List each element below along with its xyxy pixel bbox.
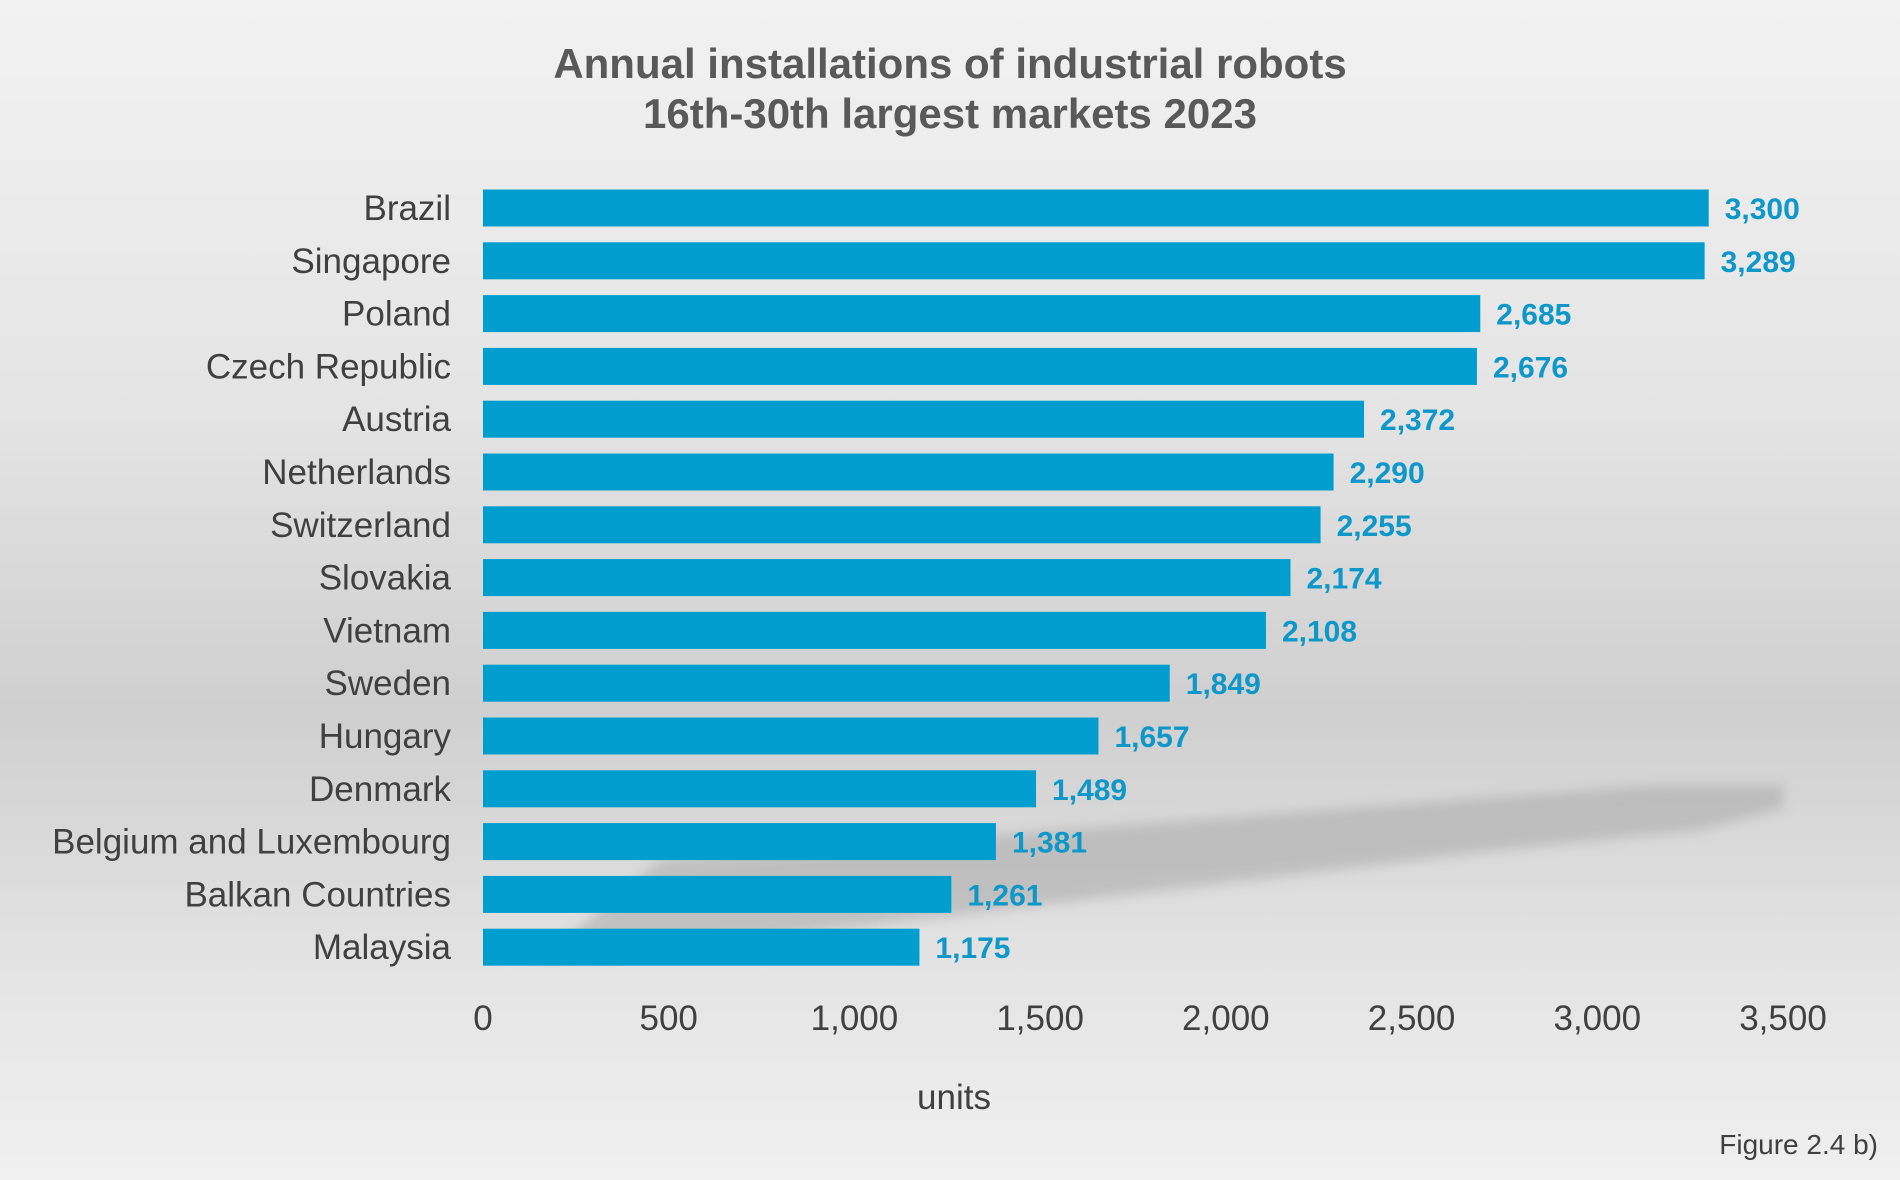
category-label-vietnam: Vietnam	[323, 611, 451, 650]
bar-balkan-countries	[483, 875, 952, 913]
category-label-singapore: Singapore	[291, 242, 451, 281]
x-tick-label-1500: 1,500	[996, 999, 1084, 1038]
value-label-belgium-and-luxembourg: 1,381	[1012, 827, 1087, 860]
value-label-switzerland: 2,255	[1337, 510, 1412, 543]
category-label-balkan-countries: Balkan Countries	[184, 875, 451, 914]
value-label-malaysia: 1,175	[935, 932, 1010, 965]
bar-vietnam	[483, 611, 1266, 649]
category-label-malaysia: Malaysia	[313, 928, 452, 967]
value-label-poland: 2,685	[1496, 299, 1571, 332]
value-label-singapore: 3,289	[1721, 246, 1796, 279]
value-labels: 3,300 3,289 2,685 2,676 2,372 2,290 2,255 2,174…	[935, 193, 1799, 965]
category-label-brazil: Brazil	[363, 189, 451, 228]
category-label-belgium-and-luxembourg: Belgium and Luxembourg	[52, 823, 451, 862]
value-label-denmark: 1,489	[1052, 774, 1127, 807]
bar-netherlands	[483, 453, 1334, 491]
bars-group	[483, 189, 1709, 966]
category-label-poland: Poland	[342, 295, 451, 334]
value-label-brazil: 3,300	[1725, 193, 1800, 226]
category-label-slovakia: Slovakia	[319, 559, 452, 598]
value-label-vietnam: 2,108	[1282, 615, 1357, 648]
category-label-switzerland: Switzerland	[270, 506, 451, 545]
value-label-slovakia: 2,174	[1306, 563, 1381, 596]
bar-belgium-and-luxembourg	[483, 823, 996, 861]
bar-malaysia	[483, 928, 920, 966]
decorative-shadow	[540, 785, 1783, 960]
x-tick-label-3000: 3,000	[1553, 999, 1641, 1038]
bar-denmark	[483, 770, 1037, 808]
bar-austria	[483, 400, 1365, 438]
value-label-netherlands: 2,290	[1350, 457, 1425, 490]
bar-switzerland	[483, 506, 1321, 544]
x-tick-label-500: 500	[640, 999, 698, 1038]
value-label-balkan-countries: 1,261	[967, 879, 1042, 912]
bar-brazil	[483, 189, 1709, 227]
category-label-sweden: Sweden	[325, 664, 451, 703]
value-label-hungary: 1,657	[1114, 721, 1189, 754]
chart-title-line-1: Annual installations of industrial robot…	[553, 40, 1346, 87]
x-tick-label-2500: 2,500	[1368, 999, 1456, 1038]
value-label-czech-republic: 2,676	[1493, 351, 1568, 384]
x-tick-label-2000: 2,000	[1182, 999, 1270, 1038]
category-label-denmark: Denmark	[309, 770, 451, 809]
chart-title-line-2: 16th-30th largest markets 2023	[643, 90, 1257, 137]
x-axis-title: units	[917, 1078, 991, 1117]
value-label-sweden: 1,849	[1186, 668, 1261, 701]
x-axis-tick-labels: 0 500 1,000 1,500 2,000 2,500 3,000 3,500	[473, 999, 1827, 1038]
bar-hungary	[483, 717, 1099, 755]
bar-slovakia	[483, 559, 1291, 597]
bar-poland	[483, 295, 1481, 333]
figure-reference: Figure 2.4 b)	[1719, 1129, 1878, 1160]
category-label-czech-republic: Czech Republic	[206, 347, 451, 386]
bar-singapore	[483, 242, 1705, 280]
x-tick-label-0: 0	[473, 999, 492, 1038]
x-tick-label-3500: 3,500	[1739, 999, 1827, 1038]
category-label-netherlands: Netherlands	[262, 453, 451, 492]
bar-sweden	[483, 664, 1170, 702]
category-labels: Brazil Singapore Poland Czech Republic Austr…	[52, 189, 451, 967]
x-tick-label-1000: 1,000	[811, 999, 899, 1038]
category-label-austria: Austria	[342, 400, 451, 439]
category-label-hungary: Hungary	[319, 717, 452, 756]
bar-czech-republic	[483, 347, 1477, 385]
value-label-austria: 2,372	[1380, 404, 1455, 437]
